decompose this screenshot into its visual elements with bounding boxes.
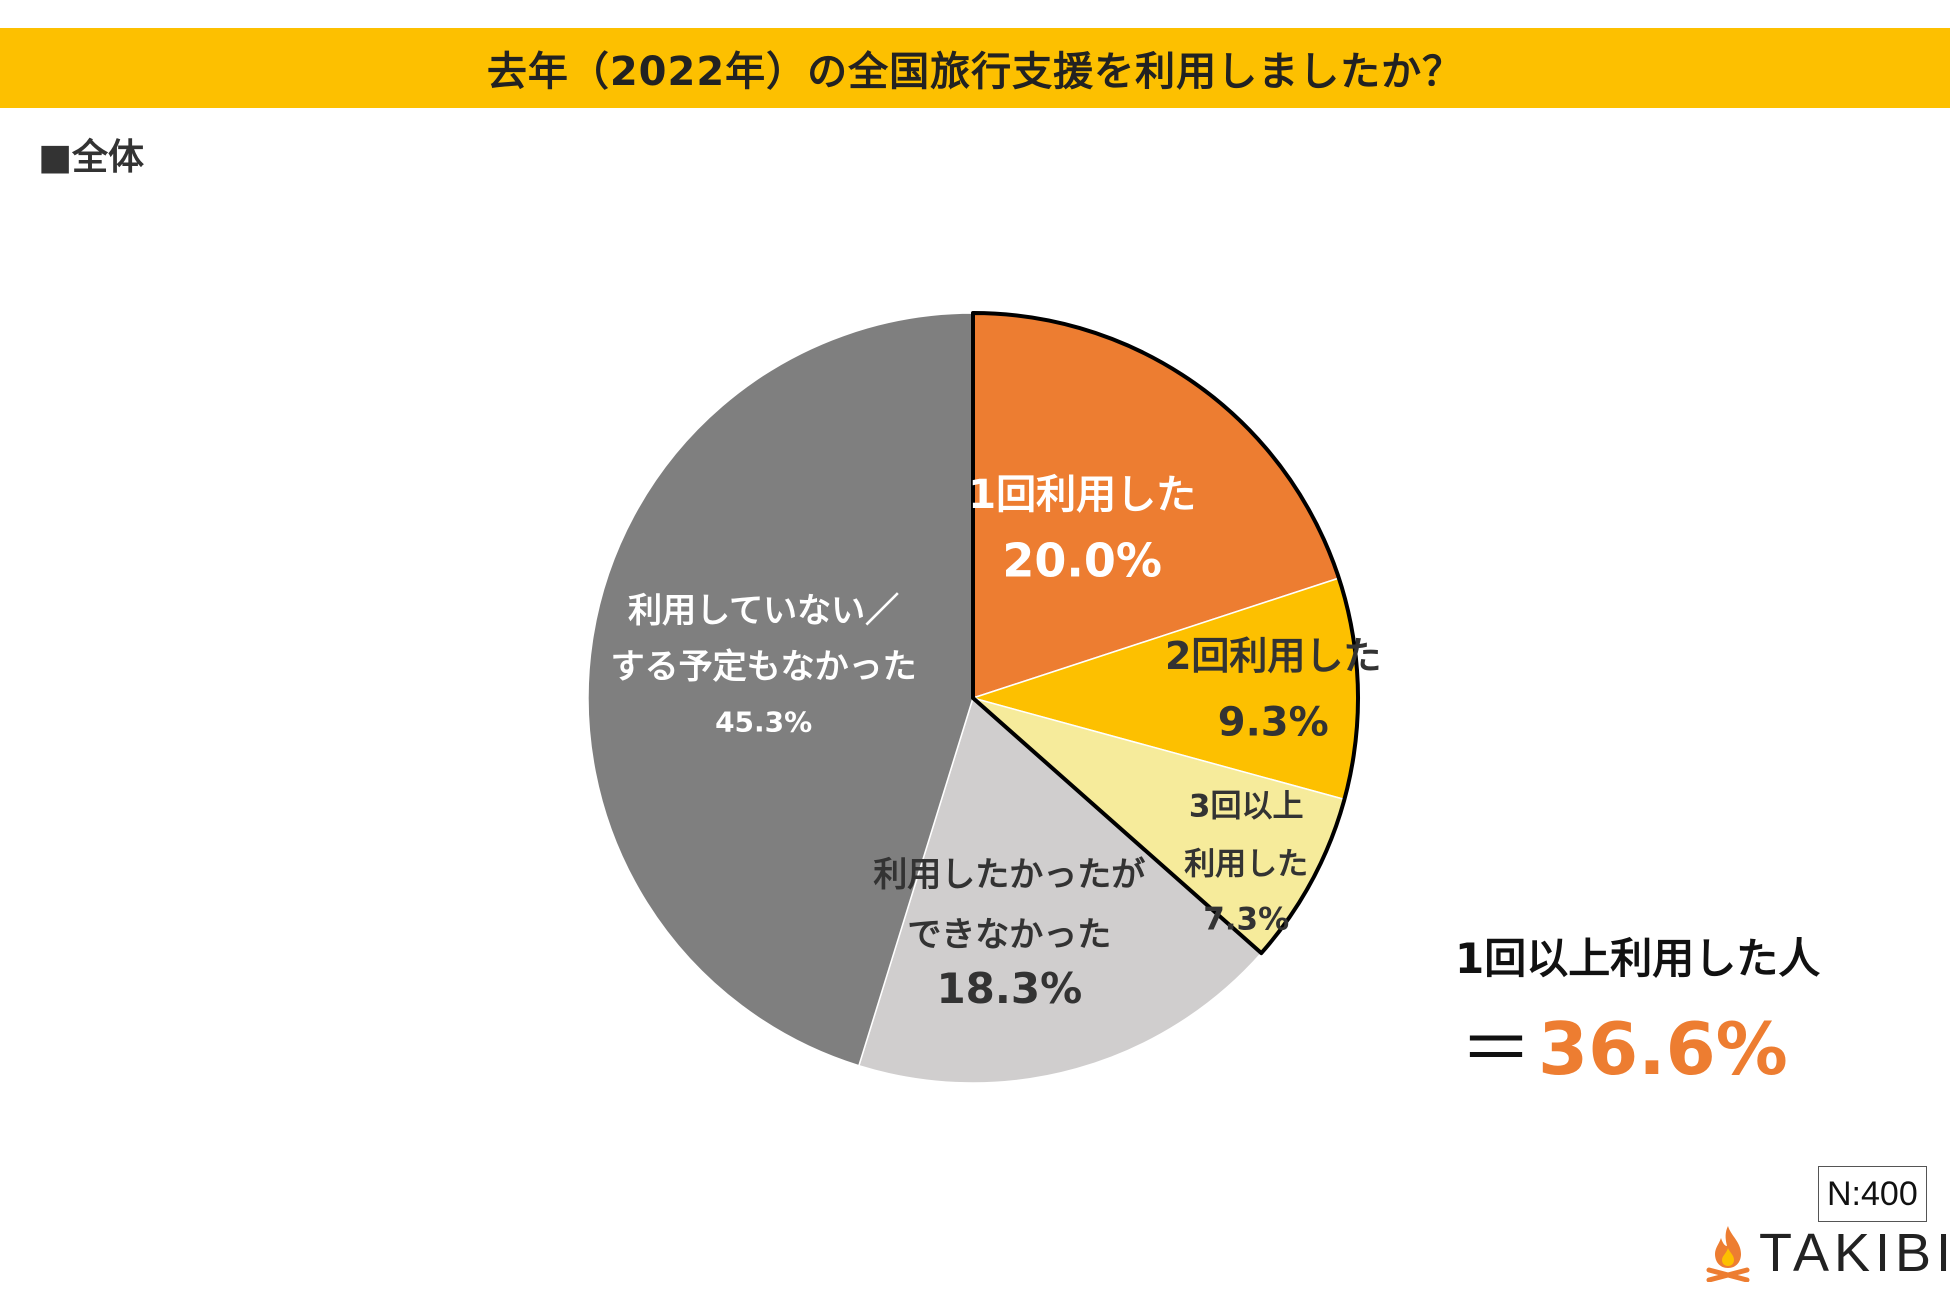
summary-label: 1回以上利用した人 [1455, 934, 1821, 983]
highlight-outline [971, 311, 1360, 956]
chart-subtitle: ■全体 [38, 137, 145, 178]
slice-value-1: 20.0% [1002, 534, 1162, 588]
sample-size-badge: N:400 [1818, 1166, 1927, 1222]
slice-label-3-line-1: 3回以上 [1189, 789, 1304, 825]
slice-label-2-line-1: 2回利用した [1165, 634, 1381, 678]
slice-label-5-line-1: 利用していない／ [628, 591, 899, 631]
slice-value-3: 7.3% [1203, 902, 1289, 938]
slice-value-2: 9.3% [1218, 699, 1329, 745]
slice-label-1-line-1: 1回利用した [968, 472, 1196, 518]
pie-slice-4 [857, 696, 1263, 1084]
summary-equals: ＝ [1460, 1007, 1533, 1091]
slice-label-4-line-1: 利用したかったが [873, 855, 1145, 895]
title-bar: 去年（2022年）の全国旅行支援を利用しましたか？ [0, 28, 1950, 108]
slice-value-4: 18.3% [936, 964, 1082, 1013]
flame-icon [1706, 1226, 1750, 1282]
slice-label-5-line-2: する予定もなかった [611, 647, 917, 687]
slice-value-5: 45.3% [715, 705, 812, 738]
slice-label-4-line-2: できなかった [907, 915, 1111, 955]
summary-percent: 36.6% [1538, 1007, 1788, 1091]
summary-value: ＝36.6% [1460, 990, 1788, 1095]
brand-logo: TAKIBI [1705, 1222, 1950, 1284]
slice-label-3-line-2: 利用した [1184, 847, 1308, 883]
chart-title: 去年（2022年）の全国旅行支援を利用しましたか？ [486, 49, 1464, 95]
brand-name: TAKIBI [1759, 1223, 1950, 1283]
pie-slice-5 [587, 312, 974, 1067]
